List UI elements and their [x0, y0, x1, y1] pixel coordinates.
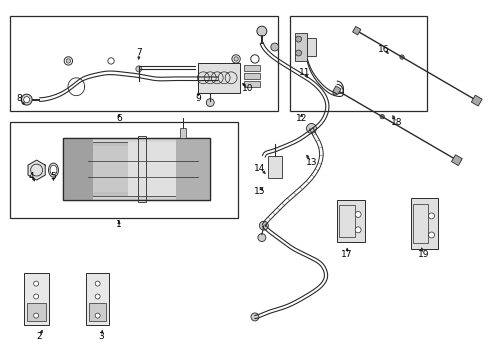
- Bar: [89, 303, 106, 321]
- Circle shape: [34, 281, 39, 286]
- Circle shape: [136, 66, 142, 72]
- Circle shape: [95, 294, 100, 299]
- Text: 3: 3: [98, 332, 104, 341]
- Bar: [339, 205, 354, 237]
- Bar: [86, 273, 109, 325]
- Bar: [294, 33, 306, 61]
- Circle shape: [295, 36, 301, 42]
- Text: 11: 11: [298, 68, 310, 77]
- Bar: [198, 63, 240, 93]
- Text: 1: 1: [116, 220, 122, 229]
- Bar: [244, 81, 259, 87]
- Text: 10: 10: [242, 84, 253, 93]
- Circle shape: [332, 90, 337, 95]
- Circle shape: [399, 55, 404, 59]
- Circle shape: [21, 94, 32, 105]
- Bar: [138, 136, 145, 202]
- Text: 6: 6: [116, 114, 122, 123]
- Bar: [180, 129, 186, 138]
- Circle shape: [259, 221, 268, 230]
- Bar: [175, 138, 210, 200]
- Circle shape: [34, 294, 39, 299]
- Bar: [27, 303, 45, 321]
- Bar: [337, 200, 365, 242]
- Bar: [244, 65, 259, 71]
- Polygon shape: [352, 26, 360, 35]
- Circle shape: [295, 50, 301, 56]
- Circle shape: [270, 43, 278, 51]
- Polygon shape: [332, 86, 340, 94]
- Text: 4: 4: [29, 171, 34, 180]
- Text: 13: 13: [305, 158, 317, 167]
- Circle shape: [427, 213, 434, 219]
- Circle shape: [306, 123, 316, 133]
- Circle shape: [427, 232, 434, 238]
- Bar: [412, 204, 427, 243]
- Text: 16: 16: [377, 45, 389, 54]
- Text: 9: 9: [195, 94, 201, 103]
- Circle shape: [66, 59, 70, 63]
- Text: 19: 19: [417, 250, 428, 259]
- Circle shape: [257, 234, 265, 242]
- Circle shape: [250, 313, 258, 321]
- Circle shape: [354, 211, 360, 217]
- Circle shape: [24, 96, 30, 103]
- Circle shape: [34, 313, 39, 318]
- Text: 5: 5: [50, 171, 56, 180]
- Circle shape: [233, 57, 238, 61]
- Text: 17: 17: [341, 250, 352, 259]
- Bar: [10, 16, 277, 111]
- Bar: [306, 38, 316, 56]
- Bar: [267, 156, 281, 178]
- Bar: [289, 16, 426, 111]
- Text: 18: 18: [390, 118, 402, 127]
- Bar: [10, 122, 238, 218]
- Bar: [93, 146, 128, 192]
- Bar: [67, 142, 206, 196]
- Polygon shape: [450, 155, 461, 166]
- Text: 15: 15: [254, 188, 265, 197]
- Text: 2: 2: [37, 332, 42, 341]
- Polygon shape: [28, 160, 45, 180]
- Bar: [128, 142, 175, 196]
- Bar: [63, 138, 210, 200]
- Text: 12: 12: [295, 114, 306, 123]
- Circle shape: [354, 227, 360, 233]
- Bar: [24, 273, 48, 325]
- Bar: [63, 138, 93, 200]
- Circle shape: [256, 26, 266, 36]
- Circle shape: [206, 99, 214, 107]
- Polygon shape: [470, 95, 481, 106]
- Bar: [63, 138, 210, 200]
- Bar: [410, 198, 438, 249]
- Text: 14: 14: [254, 163, 265, 172]
- Text: 7: 7: [136, 49, 142, 58]
- Text: 8: 8: [17, 94, 22, 103]
- Circle shape: [95, 281, 100, 286]
- Circle shape: [95, 313, 100, 318]
- Circle shape: [379, 114, 384, 119]
- Bar: [244, 73, 259, 79]
